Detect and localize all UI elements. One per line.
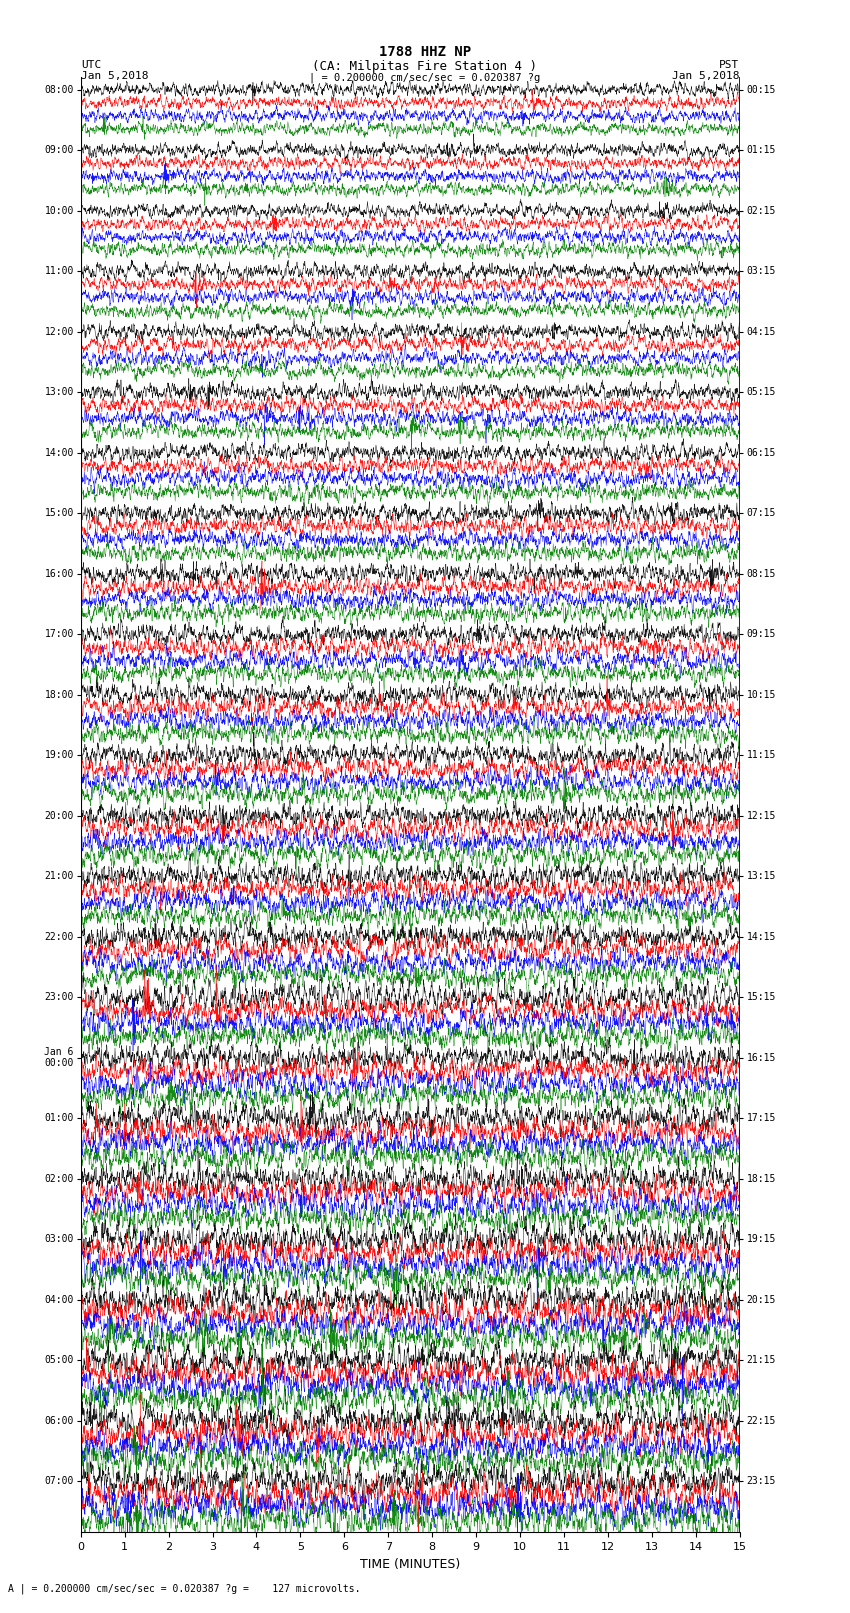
- Text: Jan 5,2018: Jan 5,2018: [672, 71, 740, 81]
- Text: PST: PST: [719, 60, 740, 69]
- Text: (CA: Milpitas Fire Station 4 ): (CA: Milpitas Fire Station 4 ): [313, 60, 537, 73]
- Text: 1788 HHZ NP: 1788 HHZ NP: [379, 45, 471, 60]
- Text: Jan 5,2018: Jan 5,2018: [81, 71, 148, 81]
- Text: A | = 0.200000 cm/sec/sec = 0.020387 ?g =    127 microvolts.: A | = 0.200000 cm/sec/sec = 0.020387 ?g …: [8, 1582, 361, 1594]
- Text: UTC: UTC: [81, 60, 101, 69]
- Text: | = 0.200000 cm/sec/sec = 0.020387 ?g: | = 0.200000 cm/sec/sec = 0.020387 ?g: [309, 73, 541, 84]
- X-axis label: TIME (MINUTES): TIME (MINUTES): [360, 1558, 460, 1571]
